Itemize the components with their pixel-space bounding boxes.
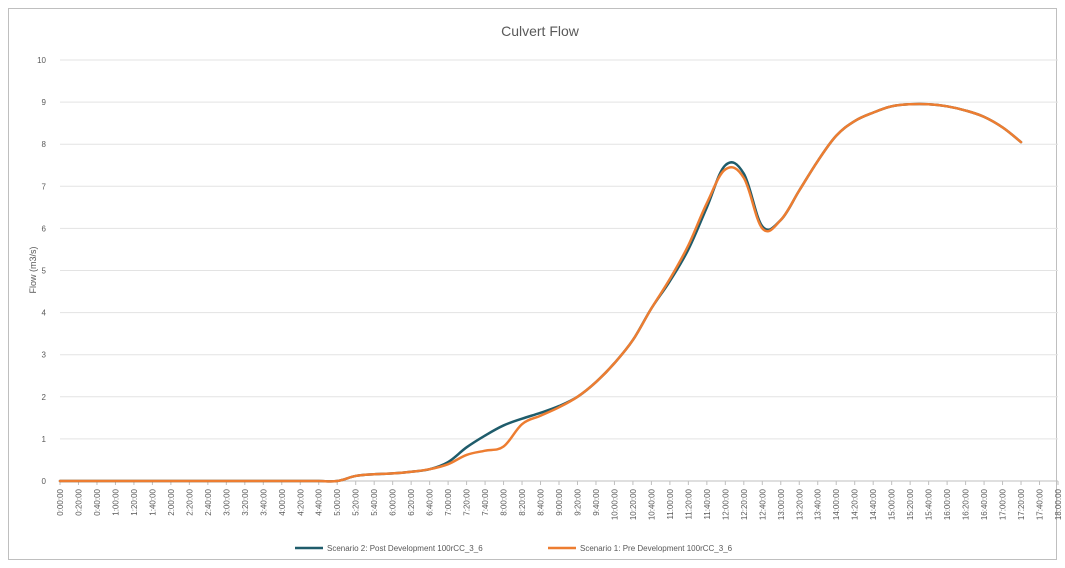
x-tick-label: 17:40:00 [1036,488,1045,520]
x-tick-label: 0:00:00 [56,488,65,515]
x-tick-label: 17:00:00 [999,488,1008,520]
x-tick-label: 8:00:00 [500,488,509,515]
x-tick-label: 13:20:00 [795,488,804,520]
x-tick-label: 13:00:00 [777,488,786,520]
x-tick-label: 10:40:00 [647,488,656,520]
x-tick-label: 12:00:00 [721,488,730,520]
x-tick-label: 15:00:00 [888,488,897,520]
x-tick-label: 15:20:00 [906,488,915,520]
x-tick-label: 16:20:00 [962,488,971,520]
x-tick-label: 9:00:00 [555,488,564,515]
y-axis-ticks: 0 1 2 3 4 5 6 7 8 9 10 [37,56,46,486]
legend-label: Scenario 2: Post Development 100rCC_3_6 [327,544,483,553]
series-lines [58,102,1023,483]
y-tick-label: 0 [42,477,47,486]
x-tick-label: 3:20:00 [241,488,250,515]
y-tick-label: 9 [42,98,47,107]
x-tick-label: 1:40:00 [148,488,157,515]
x-tick-label: 14:00:00 [832,488,841,520]
x-tick-label: 8:40:00 [537,488,546,515]
x-tick-label: 6:20:00 [407,488,416,515]
y-tick-label: 6 [42,224,47,233]
chart-title: Culvert Flow [501,23,580,39]
x-axis-ticks: 0:00:00 0:20:00 0:40:00 1:00:00 1:20:00 1:40:… [56,481,1063,520]
x-tick-label: 7:40:00 [481,488,490,515]
x-tick-label: 5:40:00 [370,488,379,515]
x-tick-label: 18:00:00 [1054,488,1063,520]
x-tick-label: 10:00:00 [610,488,619,520]
x-tick-label: 4:40:00 [315,488,324,515]
x-tick-label: 8:20:00 [518,488,527,515]
x-tick-label: 1:20:00 [130,488,139,515]
series-line-1 [58,102,1023,483]
x-tick-label: 12:40:00 [758,488,767,520]
series-line-2 [58,102,1023,483]
x-tick-label: 17:20:00 [1017,488,1026,520]
x-tick-label: 0:40:00 [93,488,102,515]
x-tick-label: 12:20:00 [740,488,749,520]
x-tick-label: 1:00:00 [111,488,120,515]
x-tick-label: 11:20:00 [684,488,693,519]
x-tick-label: 11:00:00 [666,488,675,519]
x-tick-label: 14:40:00 [869,488,878,520]
x-tick-label: 4:20:00 [296,488,305,515]
gridlines [60,59,1058,482]
y-axis-label: Flow (m3/s) [28,246,38,293]
x-tick-label: 16:00:00 [943,488,952,520]
x-tick-label: 9:20:00 [573,488,582,515]
x-tick-label: 9:40:00 [592,488,601,515]
x-tick-label: 4:00:00 [278,488,287,515]
y-tick-label: 1 [42,435,47,444]
y-tick-label: 3 [42,351,47,360]
x-tick-label: 3:40:00 [259,488,268,515]
x-tick-label: 5:20:00 [352,488,361,515]
x-tick-label: 2:20:00 [185,488,194,515]
y-tick-label: 10 [37,56,46,65]
x-tick-label: 14:20:00 [851,488,860,520]
y-tick-label: 2 [42,393,47,402]
x-tick-label: 0:20:00 [74,488,83,515]
y-tick-label: 4 [42,309,47,318]
x-tick-label: 6:40:00 [426,488,435,515]
x-tick-label: 2:00:00 [167,488,176,515]
x-tick-label: 16:40:00 [980,488,989,520]
legend: Scenario 2: Post Development 100rCC_3_6 S… [295,544,733,553]
x-tick-label: 2:40:00 [204,488,213,515]
x-tick-label: 13:40:00 [814,488,823,520]
x-tick-label: 7:20:00 [463,488,472,515]
chart-frame [8,8,1057,560]
x-tick-label: 10:20:00 [629,488,638,520]
x-tick-label: 5:00:00 [333,488,342,515]
legend-label: Scenario 1: Pre Development 100rCC_3_6 [580,544,733,553]
y-tick-label: 5 [42,267,47,276]
y-tick-label: 7 [42,182,47,191]
x-tick-label: 3:00:00 [222,488,231,515]
x-tick-label: 6:00:00 [389,488,398,515]
x-tick-label: 7:00:00 [444,488,453,515]
x-tick-label: 11:40:00 [703,488,712,519]
x-tick-label: 15:40:00 [925,488,934,520]
y-tick-label: 8 [42,140,47,149]
